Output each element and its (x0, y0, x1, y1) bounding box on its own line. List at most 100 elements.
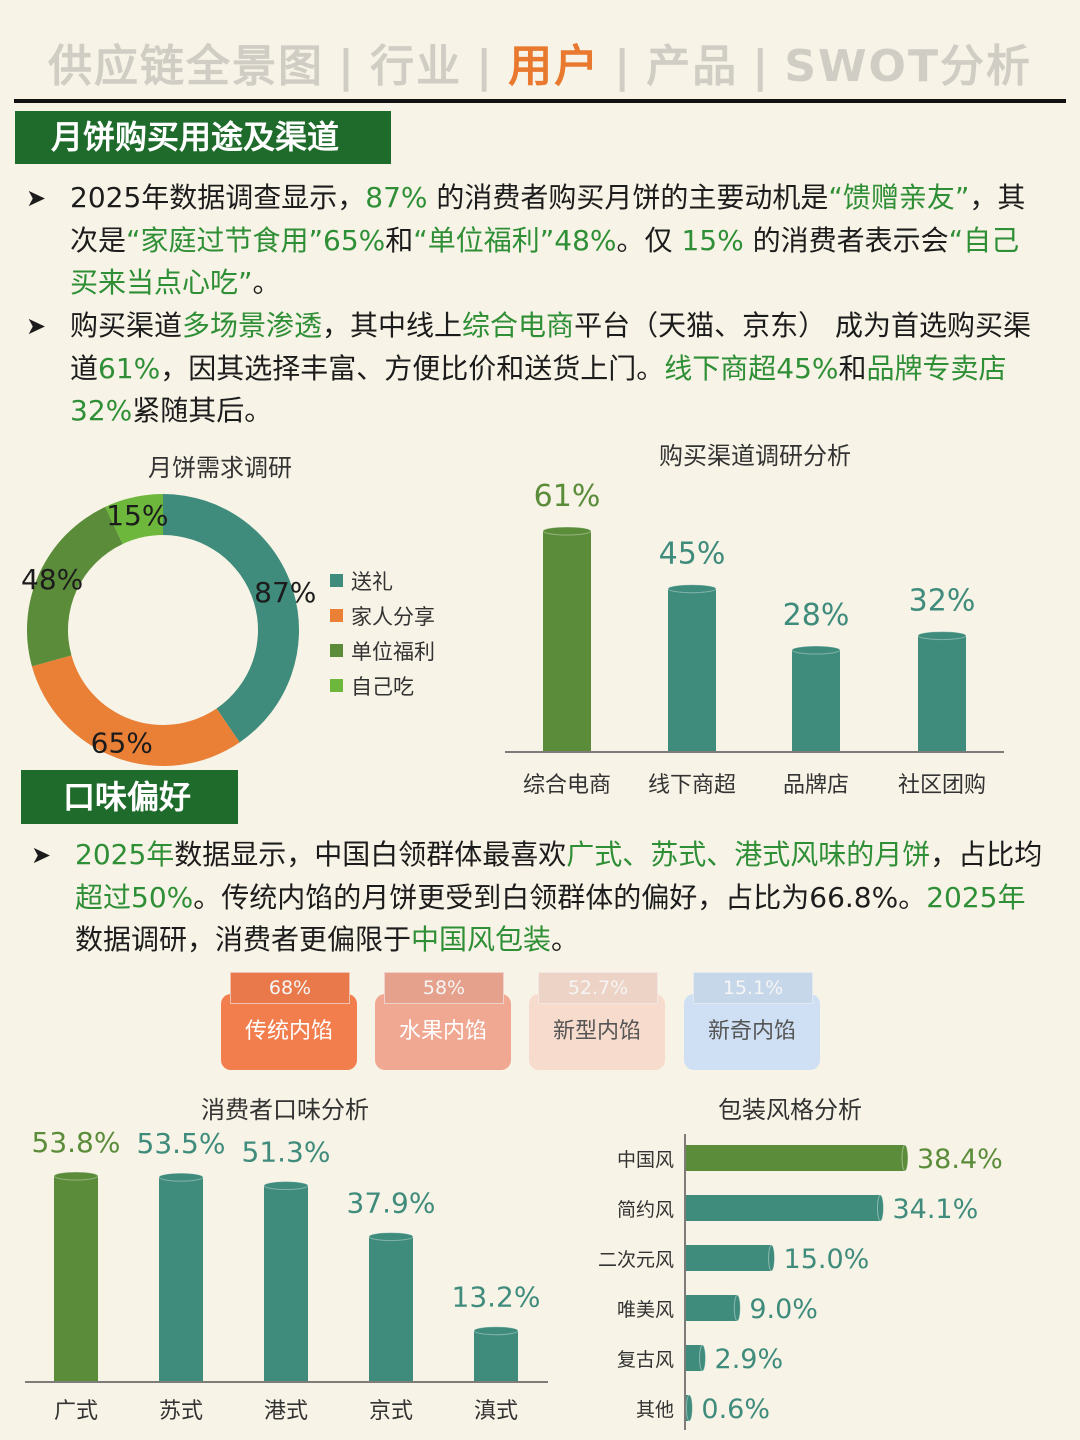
filling-card-percent: 52.7% (538, 972, 658, 1004)
channel-bar (667, 584, 717, 751)
nav-separator: | (614, 41, 633, 92)
legend-swatch (330, 574, 343, 587)
legend-swatch (330, 679, 343, 692)
legend-item: 家人分享 (330, 598, 470, 633)
donut-slice-2 (27, 506, 123, 667)
nav-item-1[interactable]: 行业 (370, 41, 463, 92)
taste-bar (53, 1171, 99, 1381)
packaging-bar (686, 1294, 741, 1322)
taste-category-label: 港式 (264, 1399, 308, 1424)
packaging-value-label: 34.1% (892, 1194, 978, 1225)
packaging-category-label: 二次元风 (598, 1249, 674, 1271)
taste-chart-title: 消费者口味分析 (201, 1096, 369, 1124)
donut-value-label: 15% (106, 499, 168, 532)
nav-item-3[interactable]: 产品 (646, 41, 739, 92)
packaging-bar (685, 1394, 693, 1422)
channel-bar (791, 645, 841, 751)
channel-bar-chart: 61% 综合电商 45% 线下商超 28% 品牌店 32% 社区团购 (505, 479, 1004, 798)
legend-item: 自己吃 (330, 668, 470, 703)
donut-slice-3 (105, 494, 163, 544)
filling-card: 传统内馅 (221, 994, 357, 1070)
section-title-taste: 口味偏好 (21, 770, 238, 824)
legend-label: 自己吃 (351, 674, 414, 699)
legend-swatch (330, 644, 343, 657)
legend-swatch (330, 609, 343, 622)
packaging-value-label: 9.0% (749, 1294, 818, 1325)
nav-separator: | (476, 41, 495, 92)
donut-value-label: 87% (254, 576, 316, 609)
channel-bar (542, 526, 592, 751)
taste-bar (473, 1326, 519, 1381)
taste-bar-chart: 53.8% 广式 53.5% 苏式 51.3% 港式 37.9% 京式 13.2% 滇式 (25, 1126, 548, 1424)
legend-label: 单位福利 (351, 639, 435, 664)
filling-cards: 传统内馅 68% 水果内馅 58% 新型内馅 52.7% 新奇内馅 15.1% (0, 965, 1080, 1075)
nav-item-0[interactable]: 供应链全景图 (48, 41, 325, 92)
channel-category-label: 综合电商 (523, 773, 611, 798)
taste-category-label: 广式 (54, 1399, 98, 1424)
filling-card-label: 水果内馅 (398, 1019, 487, 1044)
packaging-bar (686, 1344, 707, 1372)
packaging-category-label: 其他 (636, 1399, 674, 1421)
channel-chart-title: 购买渠道调研分析 (659, 442, 851, 470)
channel-bar (917, 631, 967, 751)
legend-item: 单位福利 (330, 633, 470, 668)
taste-value-label: 37.9% (347, 1187, 436, 1220)
section-title-purchase: 月饼购买用途及渠道 (15, 111, 391, 164)
donut-value-label: 65% (91, 727, 153, 760)
donut-legend: 送礼家人分享单位福利自己吃 (330, 563, 470, 703)
packaging-bar (686, 1144, 909, 1172)
donut-slice-0 (163, 494, 299, 743)
packaging-value-label: 38.4% (917, 1144, 1003, 1175)
taste-paragraph: ➤ 2025年数据显示，中国白领群体最喜欢广式、苏式、港式风味的月饼，占比均超过… (31, 834, 1050, 962)
taste-value-label: 51.3% (242, 1136, 331, 1169)
filling-card-label: 新型内馅 (552, 1019, 641, 1044)
channel-value-label: 61% (534, 479, 601, 514)
packaging-hbar-chart: 38.4% 中国风 34.1% 简约风 15.0% 二次元风 9.0% 唯美风 2.9% 复古风 0… (598, 1134, 1003, 1430)
filling-card-label: 传统内馅 (244, 1019, 333, 1044)
purchase-channel-paragraph: ➤ 购买渠道多场景渗透，其中线上综合电商平台（天猫、京东） 成为首选购买渠道61… (26, 305, 1045, 433)
nav-divider (14, 99, 1066, 103)
filling-card: 新型内馅 (529, 994, 665, 1070)
channel-category-label: 品牌店 (783, 773, 849, 798)
taste-bar (368, 1232, 414, 1381)
packaging-value-label: 15.0% (784, 1244, 870, 1275)
top-nav: 供应链全景图 | 行业 | 用户 | 产品 | SWOT分析 (0, 30, 1080, 94)
donut-value-label: 48% (21, 563, 83, 596)
filling-card-percent: 15.1% (693, 972, 813, 1004)
bullet-arrow-icon: ➤ (26, 312, 47, 340)
legend-item: 送礼 (330, 563, 470, 598)
bullet-arrow-icon: ➤ (26, 184, 47, 212)
packaging-category-label: 简约风 (617, 1199, 674, 1221)
legend-label: 送礼 (351, 569, 393, 594)
channel-value-label: 28% (783, 598, 850, 633)
filling-card: 水果内馅 (375, 994, 511, 1070)
taste-category-label: 苏式 (159, 1399, 203, 1424)
packaging-category-label: 唯美风 (617, 1299, 674, 1321)
packaging-bar (686, 1194, 884, 1222)
nav-separator: | (752, 41, 771, 92)
taste-value-label: 13.2% (452, 1281, 541, 1314)
filling-card-percent: 68% (230, 972, 350, 1004)
filling-card: 新奇内馅 (684, 994, 820, 1070)
taste-bar (158, 1172, 204, 1381)
taste-value-label: 53.8% (32, 1126, 121, 1159)
channel-value-label: 45% (659, 537, 726, 572)
channel-category-label: 线下商超 (648, 773, 736, 798)
purchase-motive-paragraph: ➤ 2025年数据调查显示，87% 的消费者购买月饼的主要动机是“馈赠亲友”，其… (26, 177, 1045, 305)
filling-card-percent: 58% (384, 972, 504, 1004)
taste-category-label: 滇式 (474, 1399, 518, 1424)
filling-card-label: 新奇内馅 (707, 1019, 796, 1044)
taste-value-label: 53.5% (137, 1127, 226, 1160)
taste-bar (263, 1181, 309, 1381)
donut-slice-1 (31, 655, 240, 766)
packaging-category-label: 复古风 (617, 1349, 674, 1371)
legend-label: 家人分享 (351, 604, 435, 629)
packaging-category-label: 中国风 (617, 1149, 674, 1171)
nav-item-4[interactable]: SWOT分析 (784, 41, 1032, 92)
donut-chart-title: 月饼需求调研 (148, 454, 292, 482)
nav-item-2[interactable]: 用户 (508, 41, 601, 92)
packaging-value-label: 2.9% (715, 1344, 784, 1375)
packaging-bar (686, 1244, 776, 1272)
bullet-arrow-icon: ➤ (31, 841, 52, 869)
packaging-value-label: 0.6% (701, 1394, 770, 1425)
